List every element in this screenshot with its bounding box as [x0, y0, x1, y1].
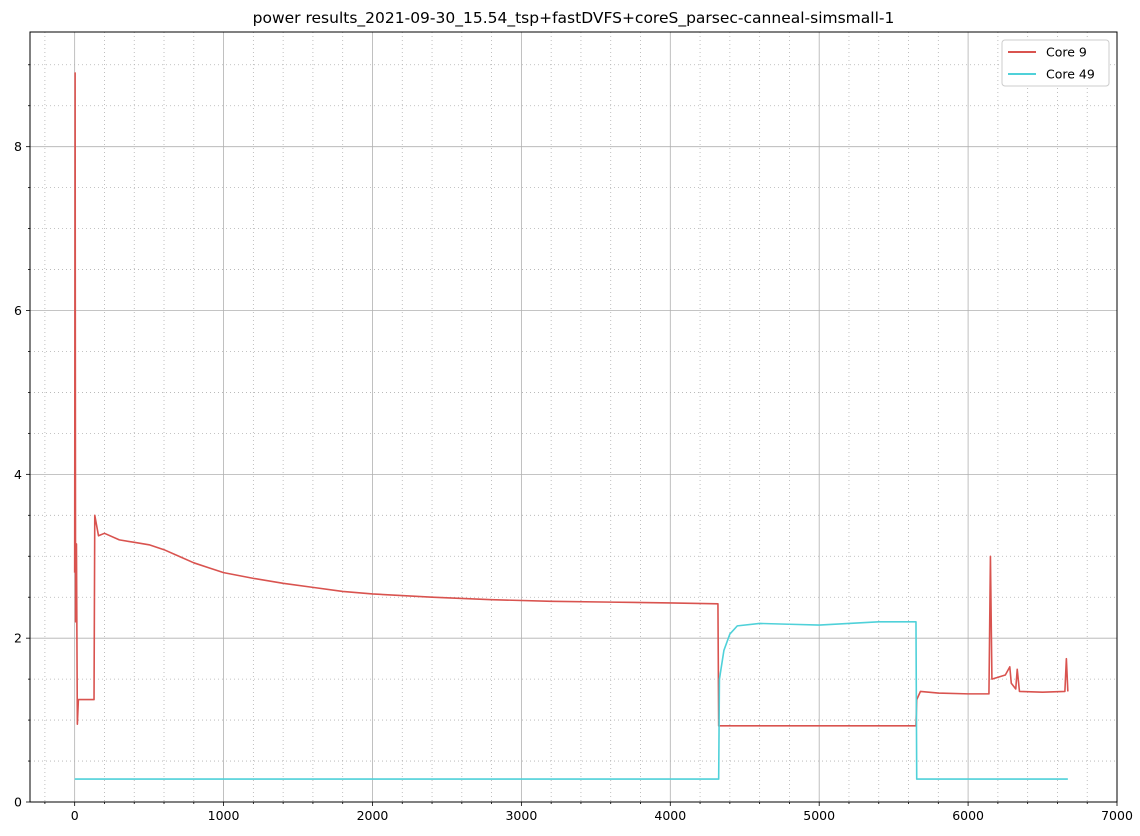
- legend-label-core-49: Core 49: [1046, 67, 1095, 82]
- x-tick-label: 5000: [803, 808, 835, 823]
- series-line-core-49: [74, 620, 1068, 780]
- chart-title: power results_2021-09-30_15.54_tsp+fastD…: [253, 9, 895, 28]
- x-tick-label: 4000: [654, 808, 686, 823]
- y-tick-label: 8: [14, 139, 22, 154]
- x-tick-label: 2000: [357, 808, 389, 823]
- grid: [30, 32, 1118, 803]
- axis-ticks: 0 1000 2000 3000 4000 5000 6000 7000 0 2 4 6 8: [14, 64, 1133, 823]
- x-tick-label: 0: [71, 808, 79, 823]
- series-lines: [73, 72, 1069, 780]
- x-tick-label: 6000: [952, 808, 984, 823]
- series-line-core-9: [73, 72, 1069, 727]
- y-tick-label: 2: [14, 631, 22, 646]
- x-tick-label: 3000: [505, 808, 537, 823]
- plot-frame: [29, 31, 1118, 803]
- x-tick-label: 1000: [208, 808, 240, 823]
- y-tick-label: 6: [14, 303, 22, 318]
- y-tick-label: 0: [14, 795, 22, 810]
- legend: Core 9 Core 49: [1001, 39, 1110, 87]
- y-tick-label: 4: [14, 467, 22, 482]
- x-tick-label: 7000: [1101, 808, 1133, 823]
- legend-label-core-9: Core 9: [1046, 45, 1087, 60]
